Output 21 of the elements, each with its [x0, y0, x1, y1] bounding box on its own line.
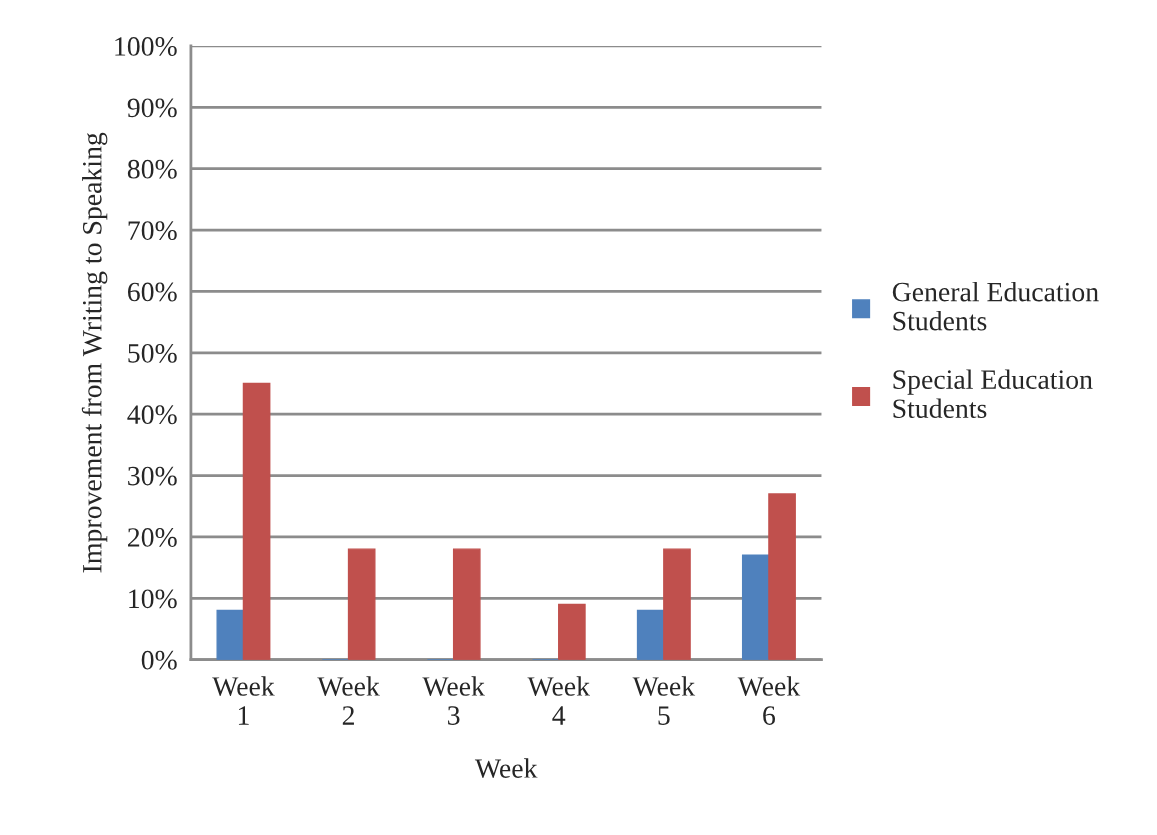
y-tick-label: 100% [115, 37, 177, 56]
x-tick-label: Week 3 [422, 676, 485, 725]
y-tick-label: 50% [128, 343, 177, 363]
x-axis-title: Week [474, 758, 538, 779]
legend-label: Special Education Students [893, 369, 1093, 419]
x-tick-label: Week 6 [737, 676, 801, 725]
y-tick-label: 20% [128, 528, 177, 547]
y-tick-label: 40% [127, 405, 177, 425]
x-tick-label: Week 5 [632, 676, 696, 725]
x-tick-label: Week 4 [527, 676, 590, 725]
x-tick-label: Week 1 [212, 676, 275, 725]
y-tick-label: 60% [127, 282, 177, 302]
y-tick-label: 80% [127, 159, 177, 179]
y-tick-label: 0% [141, 650, 177, 670]
y-tick-label: 90% [127, 98, 177, 118]
y-tick-label: 10% [129, 589, 177, 609]
y-tick-label: 70% [128, 221, 177, 241]
x-tick-label: Week 2 [317, 676, 380, 725]
y-axis-title: Improvement from Writing to Speaking [81, 132, 108, 573]
y-tick-label: 30% [128, 466, 177, 486]
legend-label: General Education Students [892, 281, 1099, 331]
